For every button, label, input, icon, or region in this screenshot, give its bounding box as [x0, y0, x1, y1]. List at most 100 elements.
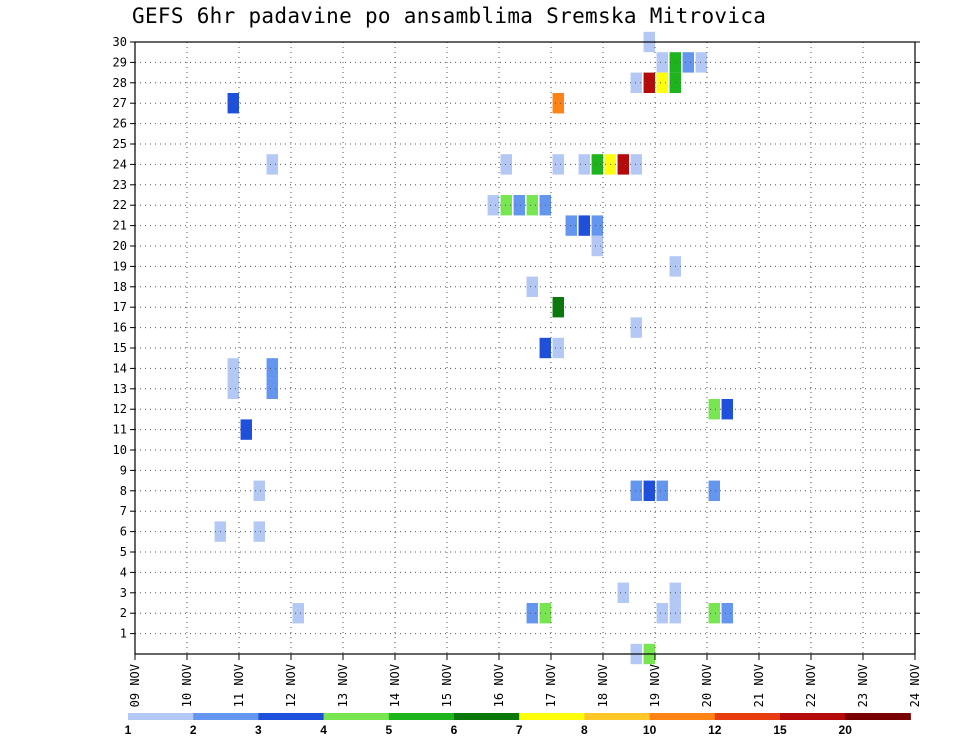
heatmap-cell	[656, 480, 668, 501]
heatmap-cell	[240, 419, 252, 440]
heatmap-cell	[578, 215, 590, 236]
heatmap-cell	[630, 72, 642, 93]
heatmap-cell	[656, 72, 668, 93]
heatmap-cell	[552, 297, 564, 318]
legend-label: 1	[125, 723, 132, 737]
legend-label: 4	[320, 723, 327, 737]
heatmap-cell	[253, 480, 265, 501]
heatmap-cell	[266, 378, 278, 399]
legend-swatch	[780, 713, 846, 720]
heatmap-cell	[721, 399, 733, 420]
y-tick-label: 8	[120, 484, 127, 498]
heatmap-cell	[695, 52, 707, 73]
y-tick-label: 5	[120, 545, 127, 559]
heatmap-cell	[513, 195, 525, 216]
y-tick-label: 6	[120, 525, 127, 539]
x-tick-label: 15 NOV	[440, 664, 454, 707]
heatmap-cell	[227, 93, 239, 114]
y-tick-label: 19	[113, 259, 127, 273]
heatmap-cell	[708, 480, 720, 501]
heatmap-cell	[578, 154, 590, 175]
legend-swatch	[584, 713, 651, 720]
x-tick-label: 12 NOV	[284, 664, 298, 707]
heatmap-cell	[617, 582, 629, 603]
legend-label: 12	[708, 723, 722, 737]
y-tick-label: 12	[113, 402, 127, 416]
y-tick-label: 14	[113, 361, 127, 375]
heatmap-cell	[552, 337, 564, 359]
x-tick-label: 22 NOV	[804, 664, 818, 707]
legend-label: 2	[190, 723, 197, 737]
y-tick-label: 18	[113, 280, 127, 294]
y-tick-label: 11	[113, 423, 127, 437]
x-tick-label: 19 NOV	[648, 664, 662, 707]
heatmap-cell	[266, 154, 278, 175]
legend-swatch	[454, 713, 520, 720]
heatmap-cell	[708, 399, 720, 420]
heatmap-cell	[552, 154, 564, 175]
y-tick-label: 27	[113, 96, 127, 110]
legend-label: 5	[385, 723, 392, 737]
heatmap-cell	[591, 215, 603, 236]
heatmap-cell	[721, 603, 733, 624]
legend-layer: 1 2 3 4 5 6 7 8 10 12 15 20	[125, 713, 911, 737]
heatmap-cell	[552, 93, 564, 114]
heatmap-cell	[500, 195, 512, 216]
heatmap-cell	[656, 603, 668, 624]
heatmap-cell	[630, 317, 642, 338]
y-tick-label: 20	[113, 239, 127, 253]
heatmap-cell	[292, 603, 304, 624]
heatmap-cell	[565, 215, 577, 236]
y-tick-label: 16	[113, 321, 127, 335]
heatmap-cell	[227, 378, 239, 399]
y-tick-label: 26	[113, 117, 127, 131]
heatmap-cell	[630, 480, 642, 501]
y-tick-label: 25	[113, 137, 127, 151]
x-tick-label: 09 NOV	[128, 664, 142, 707]
legend-label: 3	[255, 723, 262, 737]
y-tick-label: 24	[113, 157, 127, 171]
x-tick-label: 17 NOV	[544, 664, 558, 707]
heatmap-cell	[253, 521, 265, 542]
heatmap-cell	[227, 358, 239, 379]
legend-label: 10	[643, 723, 657, 737]
heatmap-cell	[526, 195, 538, 216]
grid-layer	[135, 42, 915, 654]
heatmap-cell	[500, 154, 512, 175]
heatmap-cell	[643, 480, 655, 501]
y-tick-label: 1	[120, 627, 127, 641]
chart-title: GEFS 6hr padavine po ansamblima Sremska …	[132, 4, 767, 28]
legend-swatch	[193, 713, 259, 720]
x-tick-label: 21 NOV	[752, 664, 766, 707]
y-tick-label: 21	[113, 219, 127, 233]
y-tick-label: 23	[113, 178, 127, 192]
x-tick-label: 18 NOV	[596, 664, 610, 707]
legend-swatch	[519, 713, 585, 720]
y-tick-label: 9	[120, 463, 127, 477]
y-tick-label: 4	[120, 565, 127, 579]
heatmap-cell	[487, 195, 499, 216]
x-tick-label: 23 NOV	[856, 664, 870, 707]
y-tick-label: 13	[113, 382, 127, 396]
heatmap-cell	[708, 603, 720, 624]
y-tick-label: 22	[113, 198, 127, 212]
y-tick-label: 29	[113, 55, 127, 69]
legend-swatch	[128, 713, 194, 720]
legend-label: 8	[581, 723, 588, 737]
legend-swatch	[649, 713, 716, 720]
legend-swatch	[323, 713, 390, 720]
heatmap-cell	[591, 154, 603, 175]
legend-swatch	[388, 713, 455, 720]
y-tick-label: 30	[113, 35, 127, 49]
y-tick-label: 28	[113, 76, 127, 90]
x-tick-label: 16 NOV	[492, 664, 506, 707]
x-tick-label: 13 NOV	[336, 664, 350, 707]
x-tick-label: 10 NOV	[180, 664, 194, 707]
legend-swatch	[845, 713, 911, 720]
y-tick-label: 10	[113, 443, 127, 457]
heatmap-cell	[643, 72, 655, 93]
heatmap-cell	[526, 603, 538, 624]
heatmap-cell	[591, 235, 603, 257]
legend-swatch	[258, 713, 325, 720]
